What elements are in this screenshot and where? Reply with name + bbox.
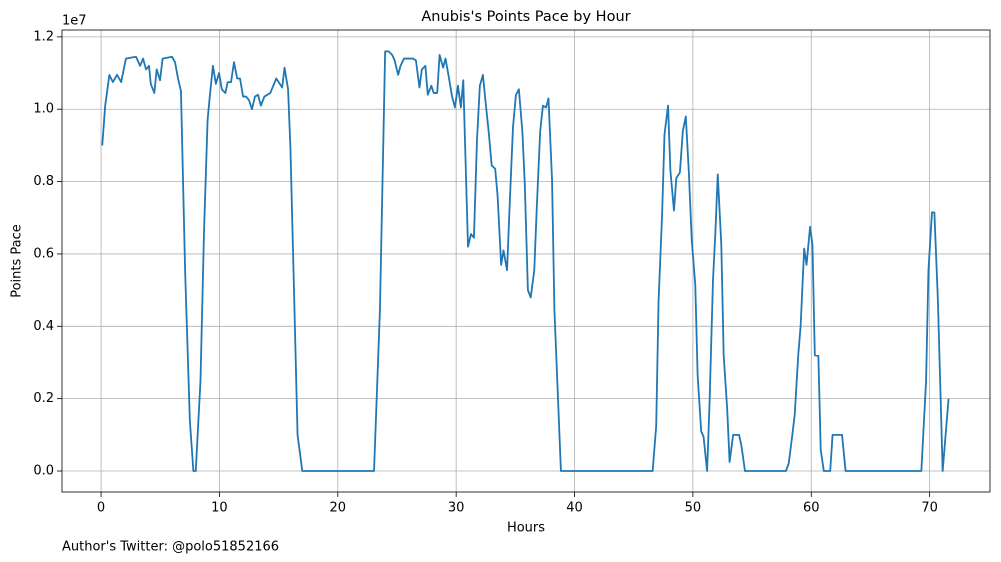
x-axis-label: Hours	[507, 521, 545, 536]
y-tick-label: 0.2	[33, 391, 54, 406]
x-tick-label: 20	[330, 501, 347, 516]
x-tick-label: 0	[97, 501, 105, 516]
x-tick-label: 30	[448, 501, 465, 516]
x-tick-label: 50	[685, 501, 702, 516]
x-tick-label: 40	[566, 501, 583, 516]
chart-title: Anubis's Points Pace by Hour	[421, 9, 630, 25]
y-tick-label: 0.6	[33, 246, 54, 261]
y-tick-label: 0.8	[33, 174, 54, 189]
y-tick-label: 0.0	[33, 464, 54, 479]
line-series	[101, 50, 950, 472]
x-tick-label: 60	[803, 501, 820, 516]
x-tick-label: 70	[921, 501, 938, 516]
plot-frame	[61, 29, 991, 493]
y-axis-label: Points Pace	[10, 224, 25, 298]
y-offset-label: 1e7	[62, 14, 87, 29]
x-tick-label: 10	[211, 501, 228, 516]
y-tick-label: 1.0	[33, 102, 54, 117]
footnote: Author's Twitter: @polo51852166	[62, 540, 279, 555]
y-tick-label: 0.4	[33, 319, 54, 334]
y-tick-label: 1.2	[33, 29, 54, 44]
